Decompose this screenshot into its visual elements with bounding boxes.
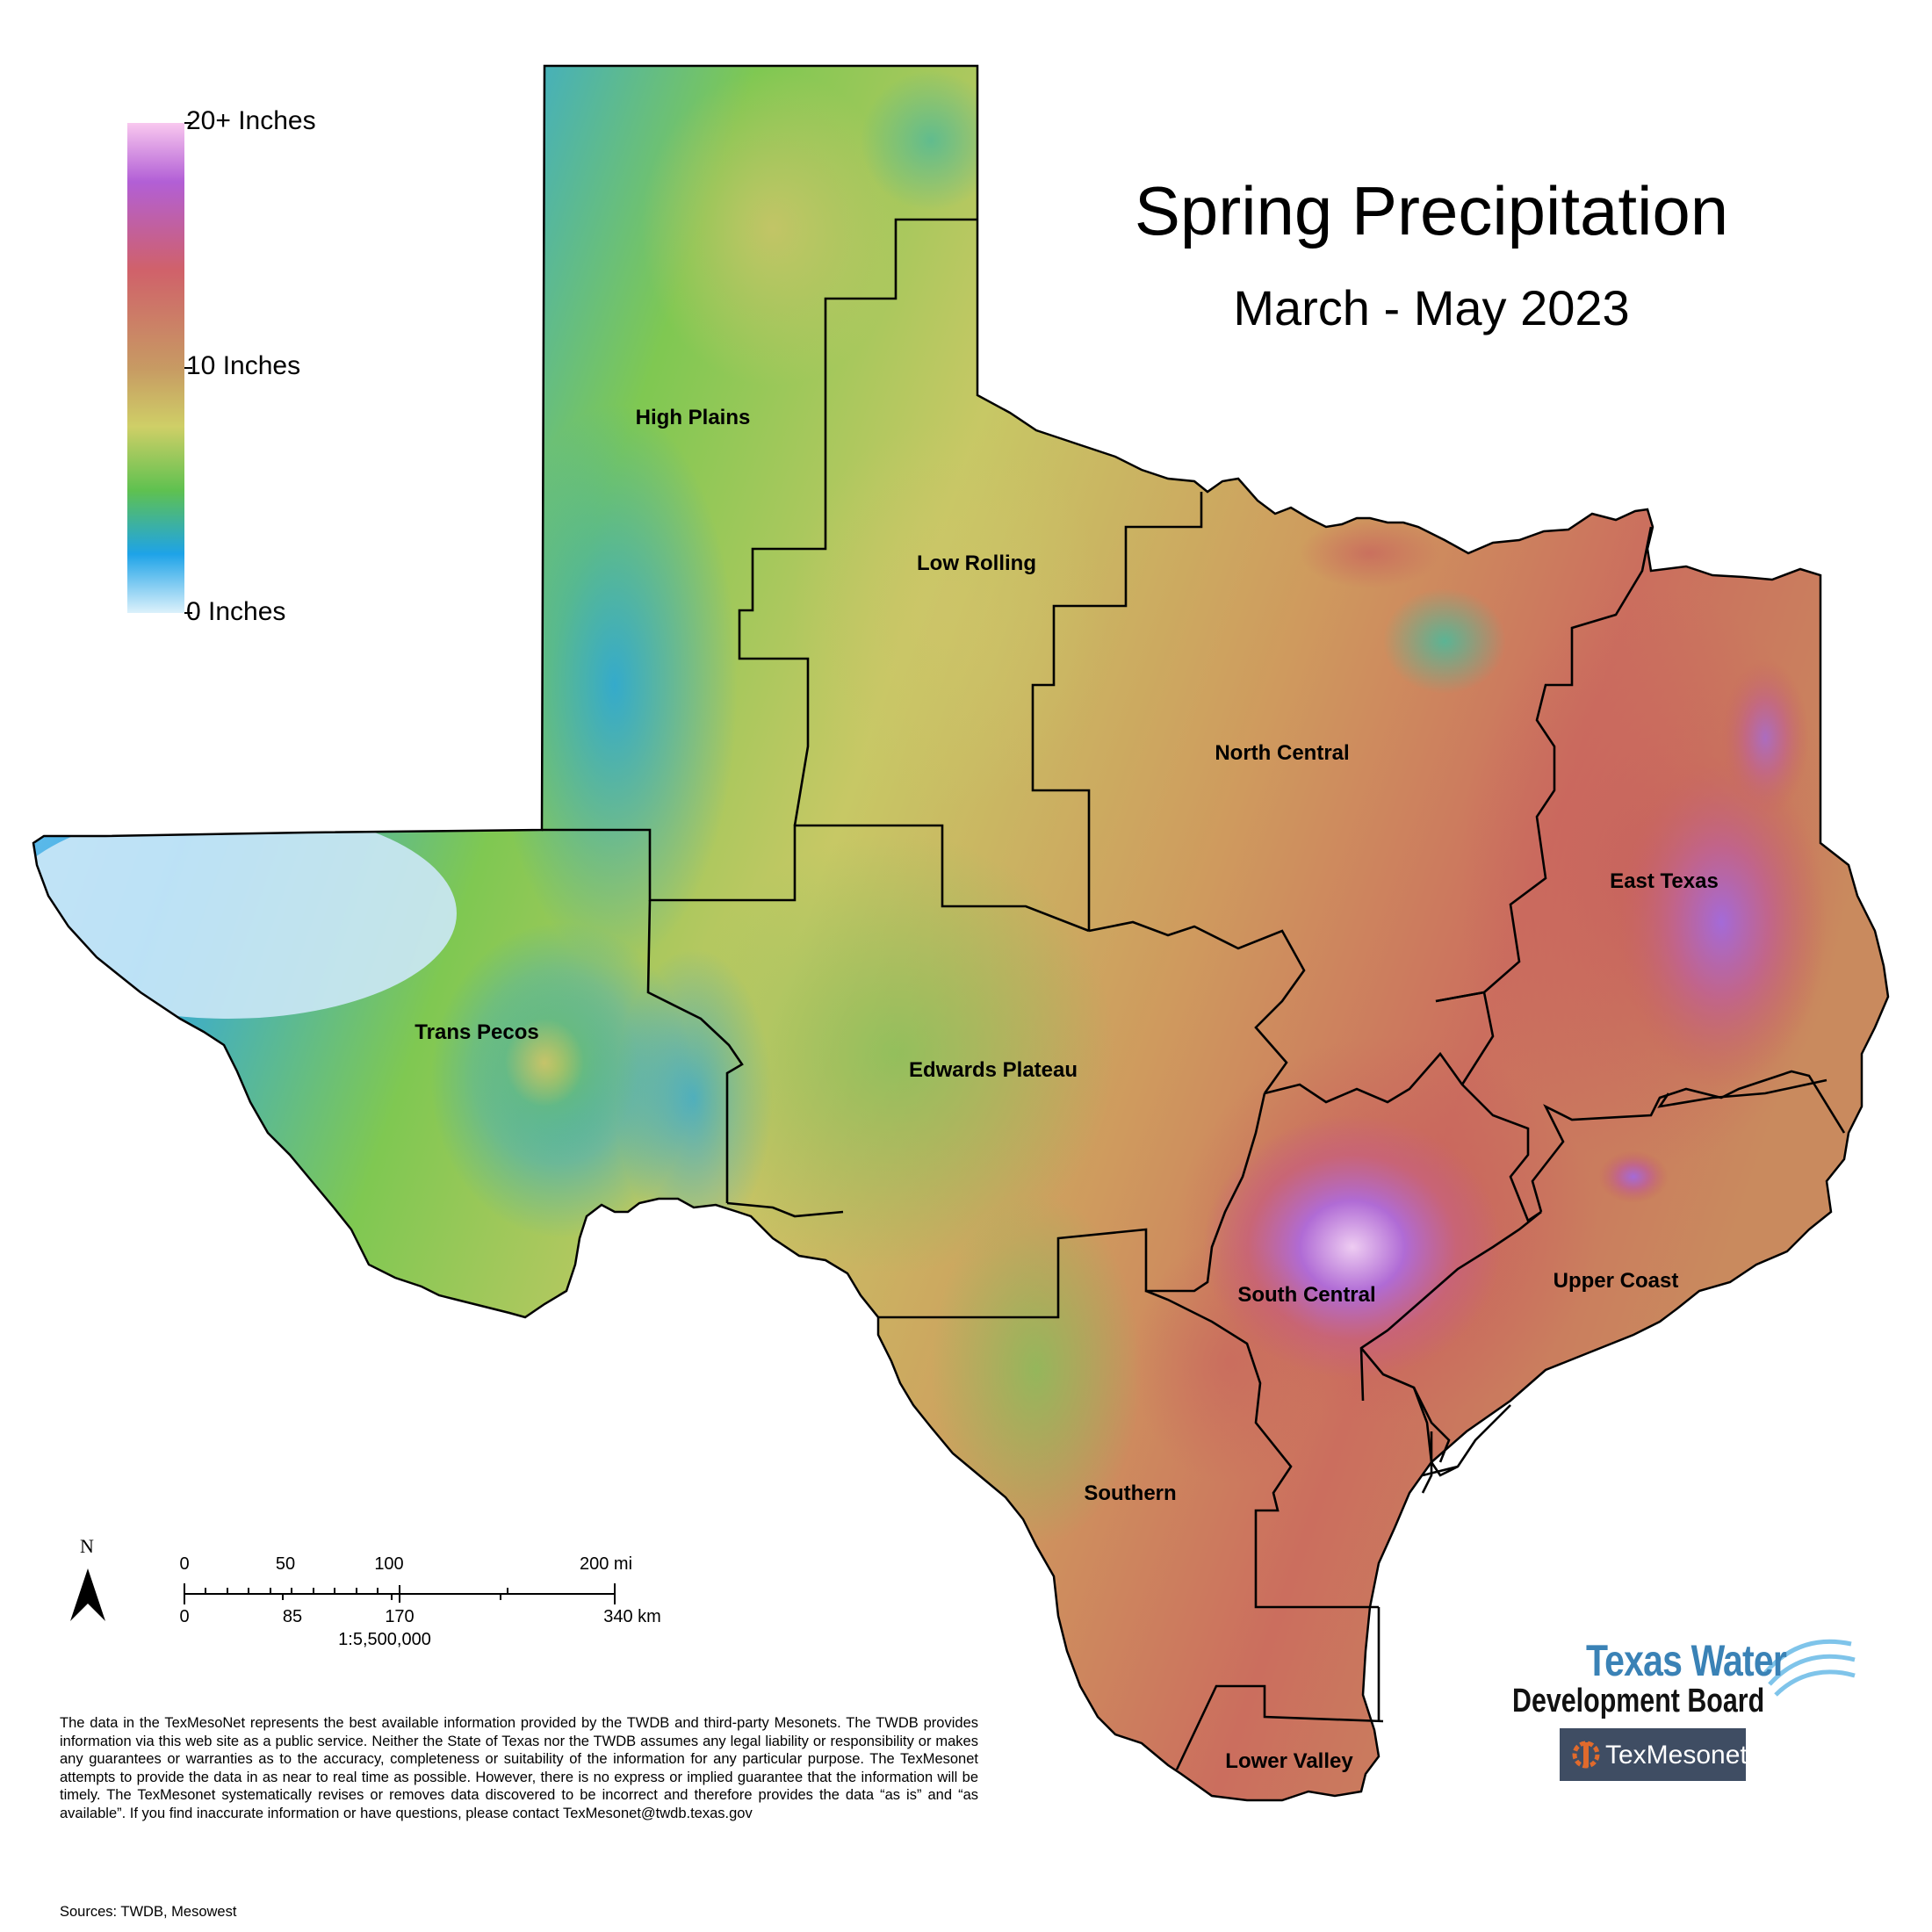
- disclaimer-text: The data in the TexMesoNet represents th…: [60, 1715, 978, 1821]
- scale-km-label: 0: [179, 1607, 190, 1626]
- scale-mile-label: 50: [275, 1554, 296, 1574]
- twdb-wave-icon: [1763, 1639, 1856, 1697]
- legend-label-mid: 10 Inches: [186, 351, 301, 380]
- map-title: Spring Precipitation: [1134, 172, 1729, 249]
- sources-text: Sources: TWDB, Mesowest: [60, 1904, 237, 1920]
- scale-bar: [184, 1583, 616, 1604]
- scale-ratio: 1:5,500,000: [338, 1630, 431, 1649]
- region-label-south-central: South Central: [1237, 1283, 1376, 1307]
- region-label-low-rolling: Low Rolling: [917, 551, 1036, 575]
- scale-km-label: 170: [385, 1607, 415, 1626]
- legend-label-max: 20+ Inches: [186, 106, 316, 135]
- scale-km-label: 340 km: [603, 1607, 661, 1626]
- region-label-edwards-plateau: Edwards Plateau: [908, 1058, 1078, 1082]
- texmesonet-logo: [1560, 1728, 1746, 1781]
- scale-mile-label: 0: [179, 1554, 190, 1574]
- gear-icon: [1572, 1741, 1600, 1769]
- legend-label-min: 0 Inches: [186, 597, 286, 626]
- scale-mile-label: 100: [374, 1554, 404, 1574]
- map-subtitle: March - May 2023: [1233, 280, 1630, 335]
- region-label-upper-coast: Upper Coast: [1553, 1269, 1679, 1293]
- region-boundaries: [542, 218, 1846, 1770]
- scale-mile-label: 200 mi: [579, 1554, 633, 1574]
- region-label-east-texas: East Texas: [1610, 869, 1719, 893]
- north-arrow-label: N: [80, 1535, 94, 1557]
- region-label-high-plains: High Plains: [635, 406, 751, 429]
- twdb-logo-line1: Texas Water: [1586, 1636, 1787, 1685]
- region-label-north-central: North Central: [1215, 741, 1350, 765]
- region-label-southern: Southern: [1084, 1481, 1177, 1505]
- region-label-trans-pecos: Trans Pecos: [415, 1020, 539, 1044]
- legend-color-bar: [127, 123, 184, 613]
- texmesonet-logo-text: TexMesonet: [1605, 1741, 1748, 1770]
- scale-km-label: 85: [282, 1607, 303, 1626]
- north-arrow-icon: [70, 1568, 105, 1621]
- twdb-logo-line2: Development Board: [1512, 1683, 1765, 1719]
- region-label-lower-valley: Lower Valley: [1225, 1749, 1353, 1773]
